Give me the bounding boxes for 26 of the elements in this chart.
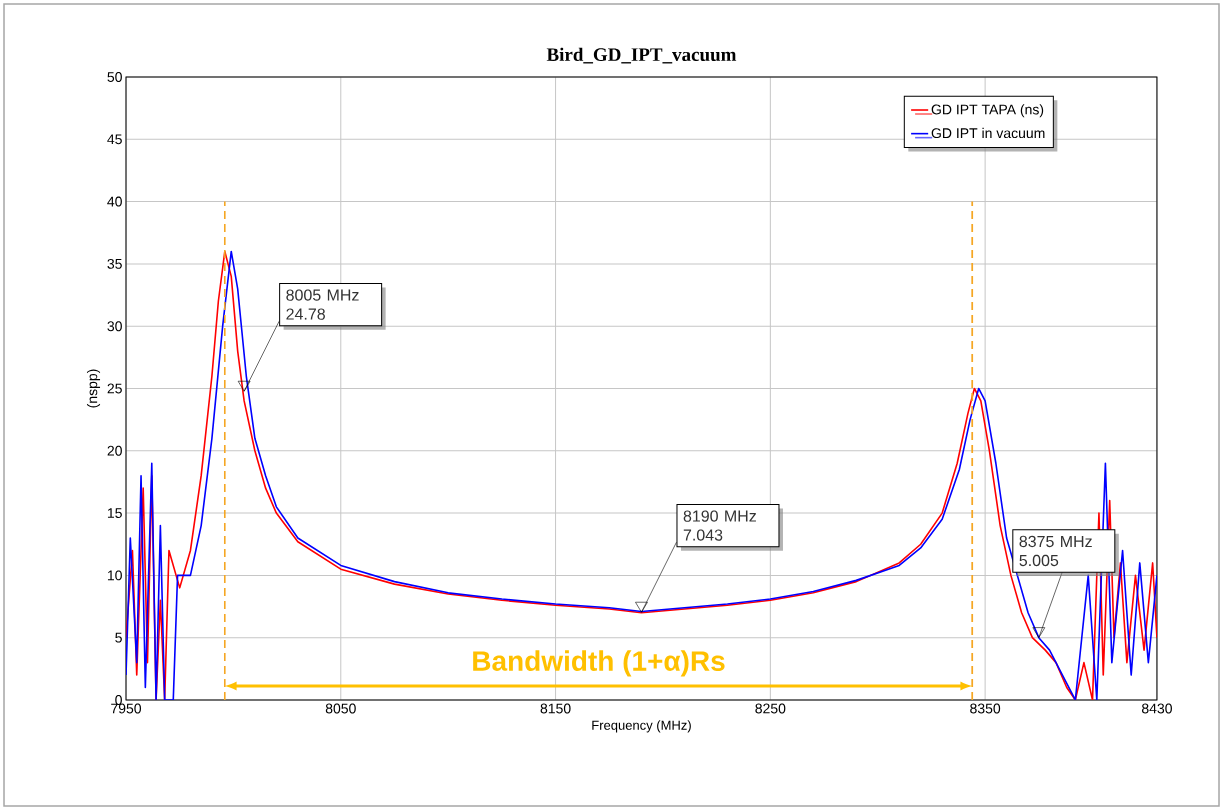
y-tick-label: 45 [107,134,122,145]
annotation: 8375 MHz 5.005 [1019,535,1092,567]
x-tick-label: 8350 [970,703,1001,714]
y-tick-label: 15 [107,508,122,518]
y-tick-label: 50 [107,72,122,82]
x-tick-label: 8050 [325,703,356,714]
x-axis-title: Frequency (MHz) [592,720,691,733]
annotation: Bandwidth (1+α)Rs [473,650,725,677]
y-tick-label: 25 [107,383,122,394]
x-tick-label: 7950 [111,703,142,714]
annotation: 8005 MHz 24.78 [286,289,359,320]
y-axis-title: (nspp) [86,369,101,408]
y-tick-label: 20 [107,445,122,456]
y-tick-label: 10 [107,570,122,581]
x-tick-label: 8430 [1141,703,1172,714]
y-tick-label: 0 [115,695,122,705]
y-tick-label: 30 [107,321,122,332]
chart-title: Bird_GD_IPT_vacuum [546,47,737,64]
x-tick-label: 8250 [755,703,786,714]
legend-label: GD IPT in vacuum [931,127,1045,139]
x-tick-label: 8150 [540,703,571,714]
y-tick-label: 35 [107,258,122,269]
y-tick-label: 5 [115,632,122,643]
legend-label: GD IPT TAPA (ns) [931,104,1044,118]
annotation: 8190 MHz 7.043 [683,510,756,541]
y-tick-label: 40 [107,196,122,207]
